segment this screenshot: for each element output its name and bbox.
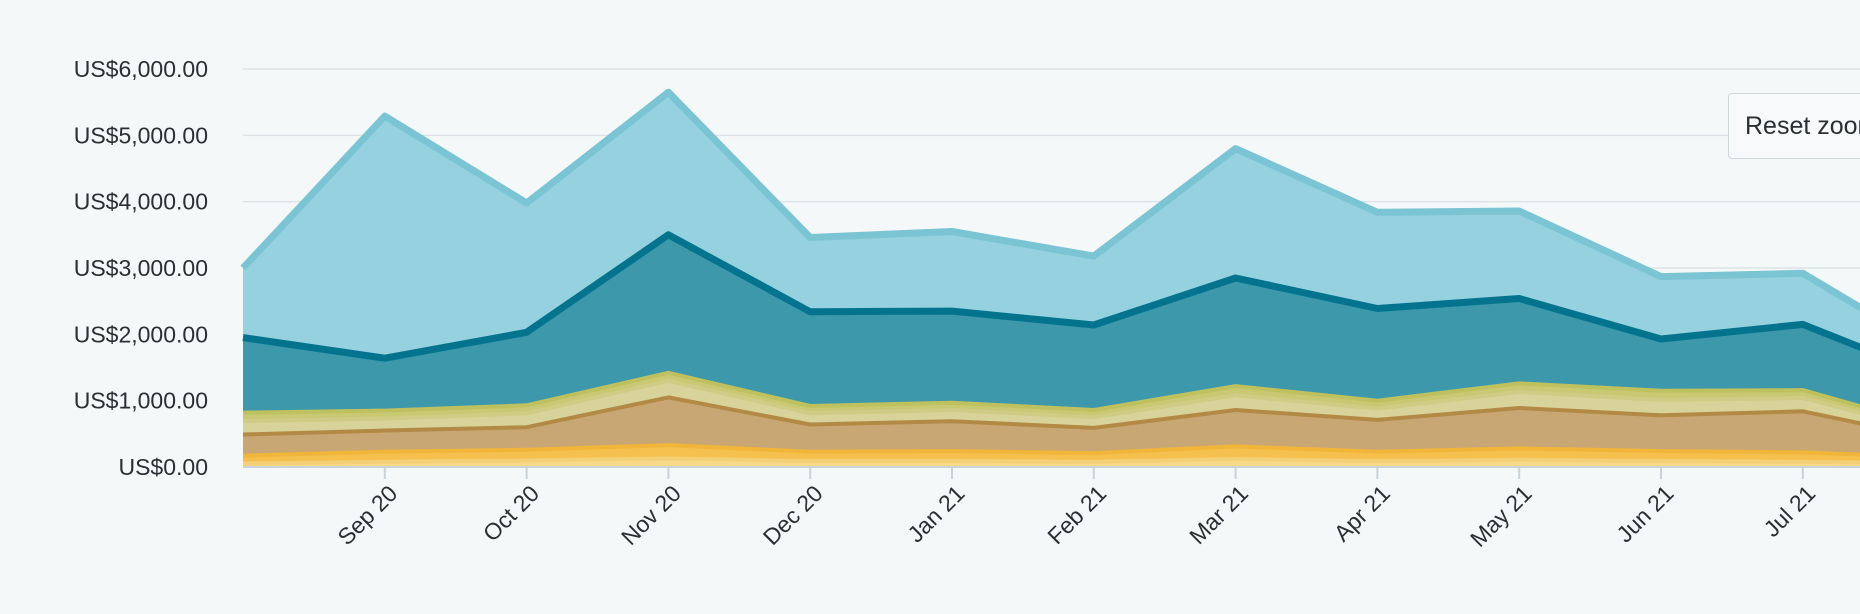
x-tick-label: Dec 20 (758, 480, 828, 550)
x-tick-label: Apr 21 (1329, 480, 1395, 546)
x-tick-label: Feb 21 (1042, 480, 1111, 549)
x-tick-label: Jul 21 (1759, 480, 1821, 542)
series-lines (240, 88, 1860, 466)
x-tick-label: Jan 21 (902, 480, 969, 547)
y-tick-label: US$3,000.00 (74, 255, 208, 281)
x-tick-label: Sep 20 (332, 480, 402, 550)
x-tick-label: Mar 21 (1184, 480, 1253, 549)
line-series-1 (242, 456, 1860, 466)
line-series-6 (242, 231, 1860, 362)
area-series-4 (243, 380, 1860, 435)
x-axis-ticks: Sep 20 Oct 20 Nov 20 Dec 20 Jan 21 Feb 21 Mar … (332, 467, 1820, 552)
line-series-5 (242, 370, 1860, 415)
x-tick-label: Oct 20 (478, 480, 544, 546)
series-areas (243, 92, 1860, 467)
y-tick-label: US$2,000.00 (74, 321, 208, 347)
y-tick-label: US$1,000.00 (74, 388, 208, 414)
x-tick-label: Jun 21 (1611, 480, 1678, 547)
line-series-4 (242, 378, 1860, 424)
x-tick-label: Nov 20 (616, 480, 686, 550)
y-axis-ticks: US$0.00 US$1,000.00 US$2,000.00 US$3,000.00… (74, 56, 208, 480)
line-series-7 (240, 88, 1860, 312)
y-tick-label: US$4,000.00 (74, 189, 208, 215)
y-tick-label: US$5,000.00 (74, 122, 208, 148)
y-tick-label: US$0.00 (118, 454, 208, 480)
area-series-7 (243, 92, 1860, 359)
line-series-3 (242, 395, 1860, 437)
x-tick-label: May 21 (1465, 480, 1537, 552)
y-tick-label: US$6,000.00 (74, 56, 208, 82)
reset-zoom-button[interactable]: Reset zoom (1728, 93, 1860, 159)
line-series-2 (242, 443, 1860, 458)
